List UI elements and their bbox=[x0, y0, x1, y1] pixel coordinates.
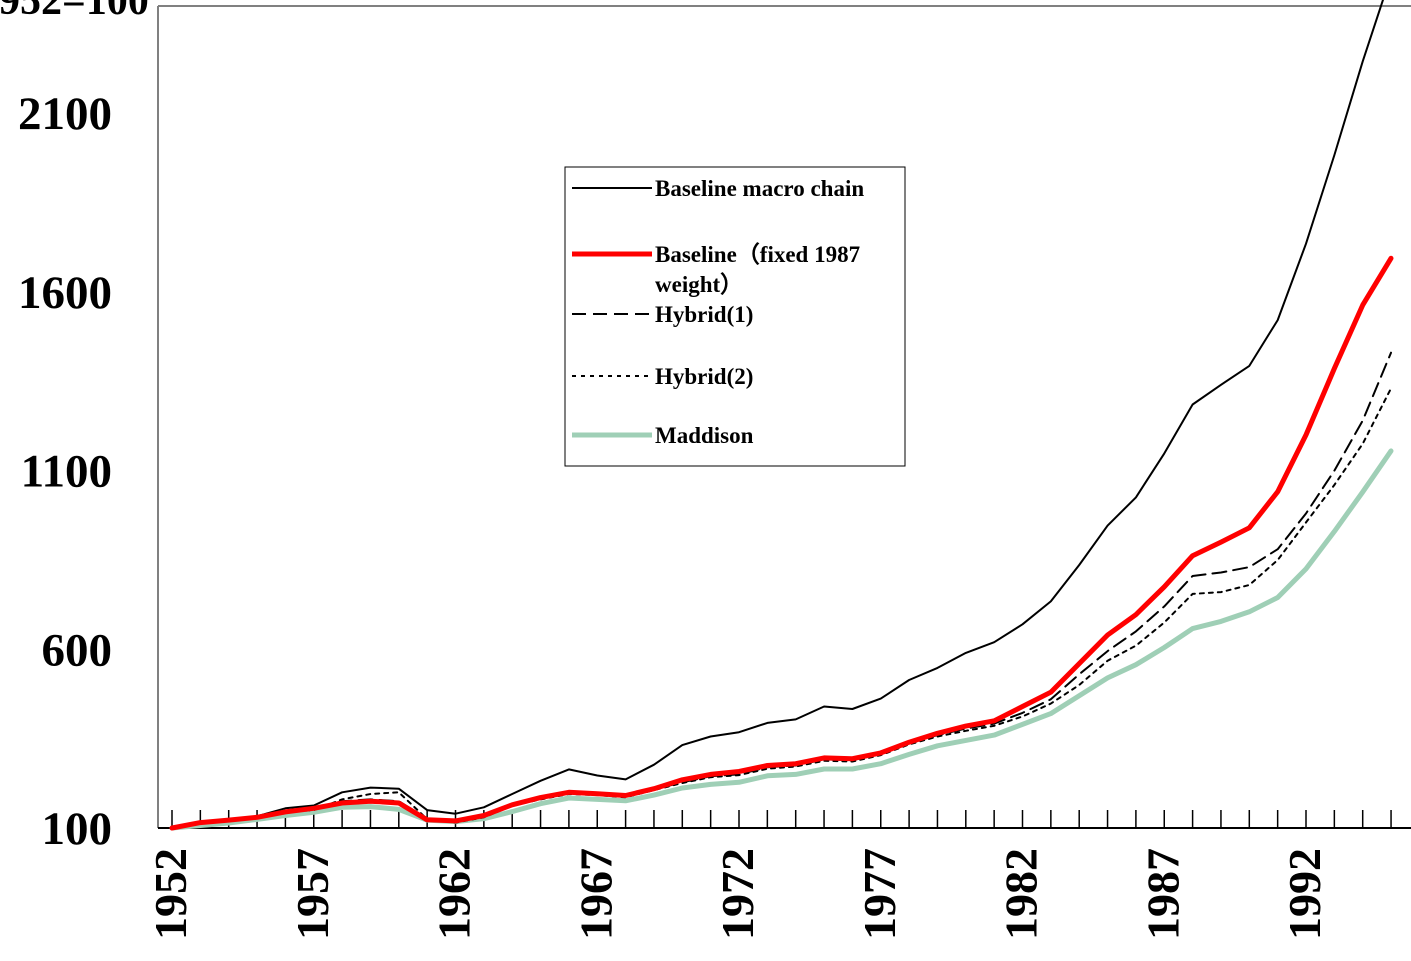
y-tick-label-2: 1100 bbox=[21, 446, 112, 498]
series-line-4 bbox=[169, 448, 1394, 831]
x-tick-label-1982: 1982 bbox=[996, 848, 1047, 940]
legend-label-0: Baseline macro chain bbox=[655, 176, 864, 201]
y-axis-ticks: 100 600 1100 1600 2100 bbox=[18, 88, 112, 855]
legend-label-2: Hybrid(1) bbox=[655, 302, 753, 327]
plot-frame bbox=[157, 5, 1411, 829]
x-tick-label-1957: 1957 bbox=[287, 848, 338, 940]
x-tick-label-1992: 1992 bbox=[1279, 848, 1330, 940]
series-line-3 bbox=[171, 387, 1392, 829]
legend-items: Baseline macro chain Baseline（fixed 1987 w… bbox=[572, 176, 864, 448]
x-tick-label-1967: 1967 bbox=[570, 848, 621, 940]
legend-label-1: Baseline（fixed 1987 weight） bbox=[655, 241, 860, 297]
y-tick-label-3: 1600 bbox=[18, 267, 112, 319]
series-lines bbox=[169, 0, 1394, 831]
legend-label-4: Maddison bbox=[655, 423, 754, 448]
legend-label-3: Hybrid(2) bbox=[655, 364, 753, 389]
chart-title: 1952=100 bbox=[0, 0, 149, 24]
x-tick-label-1952: 1952 bbox=[145, 848, 196, 940]
legend: Baseline macro chain Baseline（fixed 1987 w… bbox=[564, 166, 906, 467]
y-tick-label-0: 100 bbox=[42, 803, 113, 855]
x-tick-label-1962: 1962 bbox=[429, 848, 480, 940]
x-tick-label-1977: 1977 bbox=[854, 848, 905, 940]
x-tick-label-1972: 1972 bbox=[712, 848, 763, 940]
legend-box bbox=[564, 166, 906, 467]
y-tick-label-1: 600 bbox=[42, 624, 113, 676]
y-tick-label-4: 2100 bbox=[18, 88, 112, 140]
series-line-0 bbox=[171, 0, 1385, 829]
x-tick-label-1987: 1987 bbox=[1137, 848, 1188, 940]
x-axis-ticks: 1952 1957 1962 1967 1972 1977 1982 1987 1992 bbox=[145, 810, 1392, 940]
series-line-1 bbox=[169, 255, 1394, 831]
